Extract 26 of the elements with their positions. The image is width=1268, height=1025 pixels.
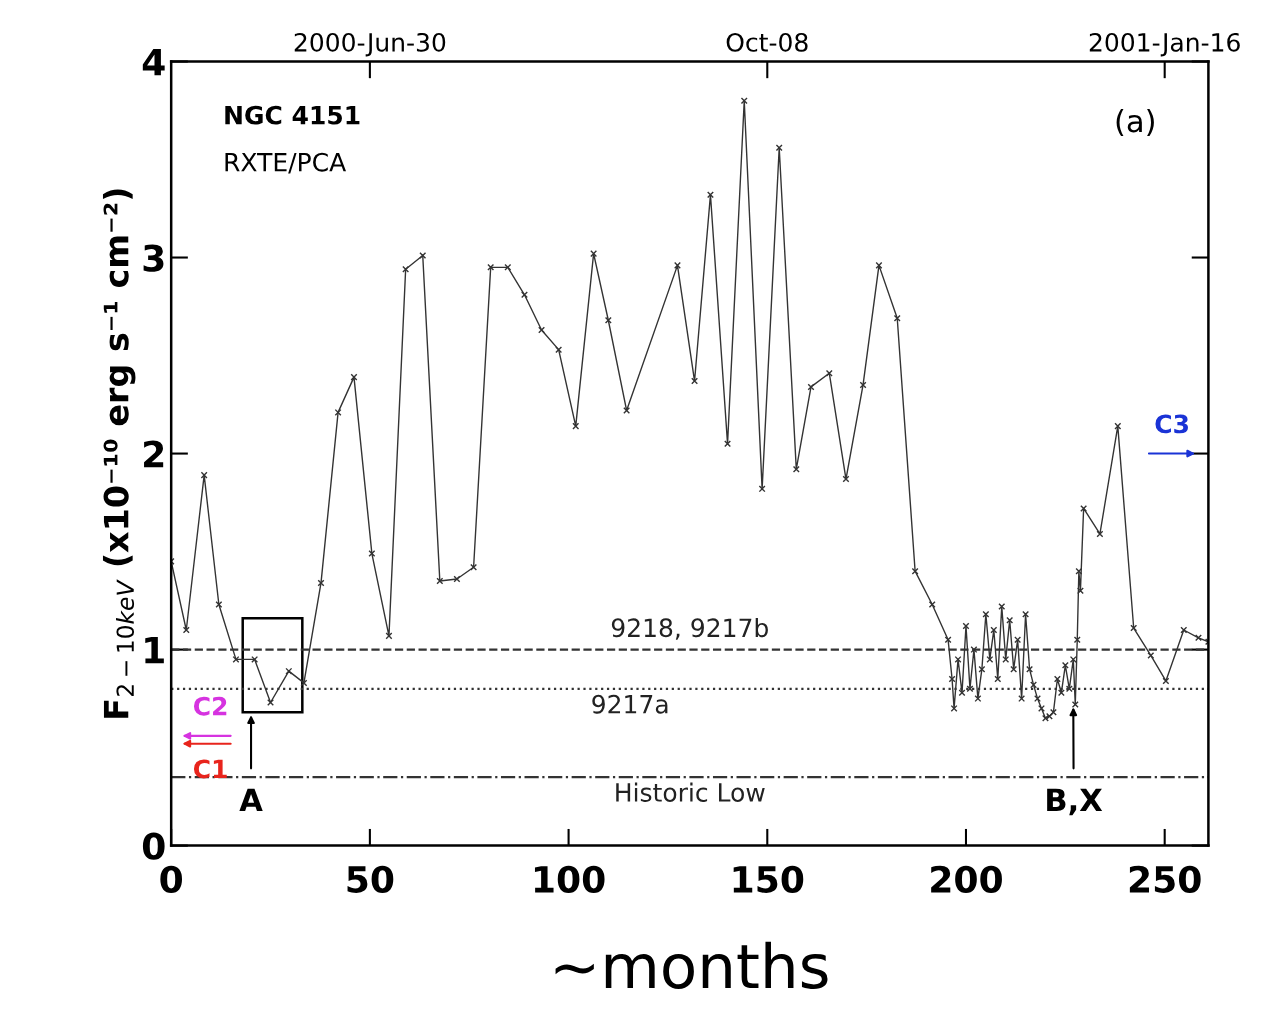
annotation: A [239, 788, 263, 811]
y-tick-label: 4 [142, 48, 165, 76]
x2-tick-label: 2000-Jun-30 [294, 32, 446, 57]
x2-tick-label: 2001-Jan-16 [1089, 32, 1240, 57]
x-tick-label: 150 [733, 865, 804, 894]
annotation: C2 [193, 696, 227, 716]
x-tick-label: 50 [347, 865, 394, 894]
y-tick-label: 3 [143, 244, 164, 272]
y-tick-label: 2 [144, 440, 164, 468]
annotation: C3 [1155, 414, 1188, 434]
x-tick-label: 200 [931, 865, 1002, 894]
y-tick-label: 0 [142, 832, 165, 860]
annotation: NGC 4151 [225, 105, 360, 125]
x-tick-label: 250 [1129, 865, 1201, 894]
y-axis-title: F$_{2−10keV}$ (x10⁻¹⁰ erg s⁻¹ cm⁻²) [102, 189, 136, 718]
ref-line-label: 9218, 9217b [611, 617, 768, 640]
annotation: RXTE/PCA [225, 152, 347, 174]
annotation: C1 [193, 759, 227, 779]
annotation: (a) [1116, 108, 1154, 137]
x-tick-label: 100 [534, 865, 605, 894]
ref-line-label: Historic Low [616, 782, 765, 802]
ref-line-label: 9217a [592, 694, 668, 714]
x-axis-title: ~months [555, 941, 828, 989]
x2-tick-label: Oct-08 [726, 32, 808, 52]
y-tick-label: 1 [145, 636, 164, 664]
annotation: B,X [1047, 788, 1103, 816]
